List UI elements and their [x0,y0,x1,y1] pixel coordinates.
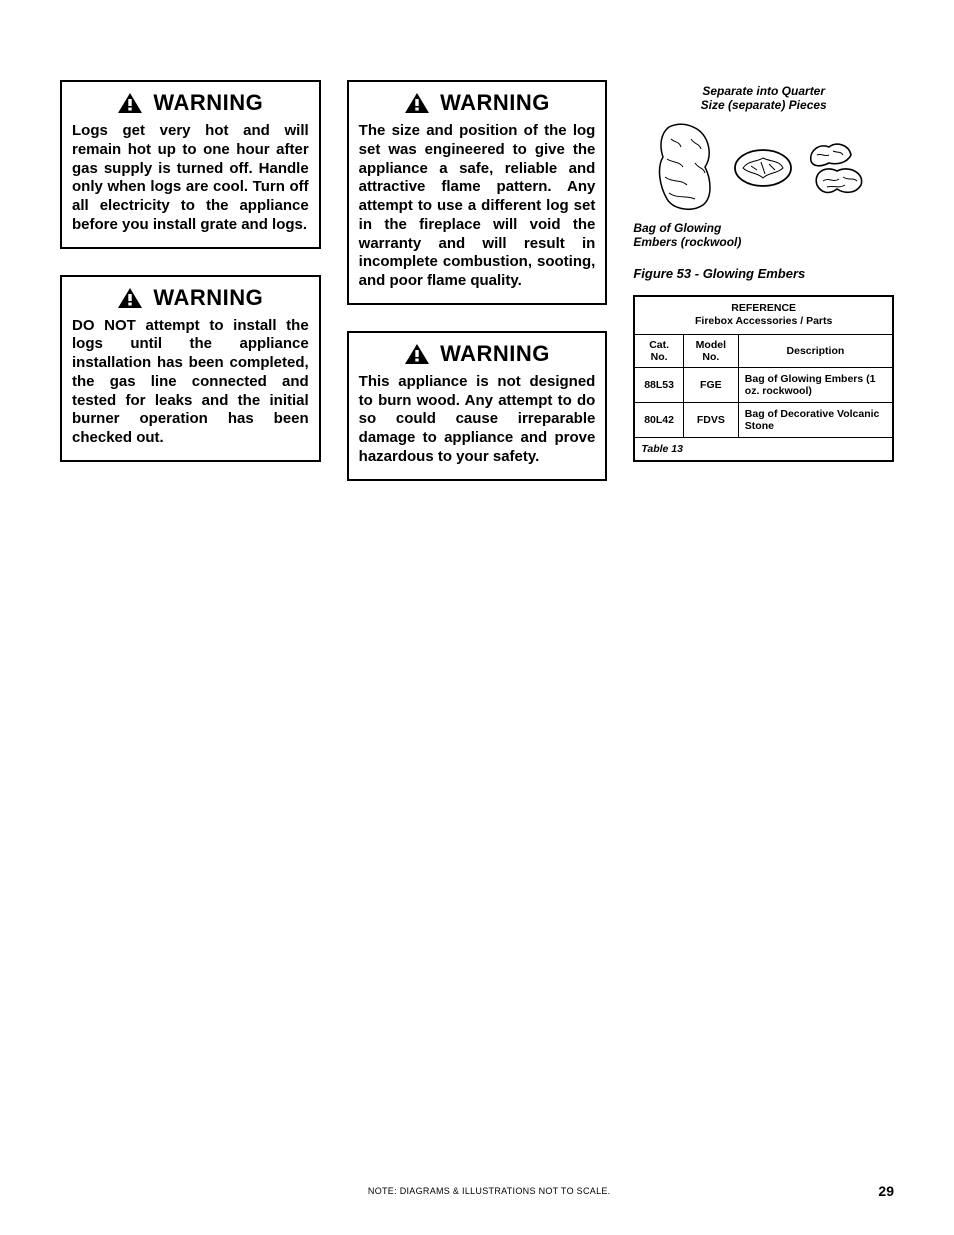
warning-header: WARNING [72,90,309,116]
reference-table: REFERENCE Firebox Accessories / Parts Ca… [633,295,894,462]
caption-line-2: Size (separate) Pieces [701,98,827,112]
figure-title: Figure 53 - Glowing Embers [633,266,894,281]
warning-header: WARNING [359,341,596,367]
column-3: Separate into Quarter Size (separate) Pi… [633,80,894,462]
figure-53: Separate into Quarter Size (separate) Pi… [633,80,894,295]
table-row: 88L53 FGE Bag of Glowing Embers (1 oz. r… [634,367,893,402]
table-header-row: Cat. No. Model No. Description [634,334,893,367]
cell-cat: 80L42 [634,402,683,437]
figure-top-caption: Separate into Quarter Size (separate) Pi… [633,84,894,113]
cell-model: FDVS [683,402,738,437]
col-description: Description [738,334,893,367]
sub-line-1: Bag of Glowing [633,221,721,235]
table-row: 80L42 FDVS Bag of Decorative Volcanic St… [634,402,893,437]
warning-box-4: WARNING This appliance is not designed t… [347,331,608,481]
warning-title: WARNING [153,285,263,311]
content-columns: WARNING Logs get very hot and will remai… [60,80,894,507]
warning-header: WARNING [359,90,596,116]
cell-model: FGE [683,367,738,402]
warning-triangle-icon [404,92,430,114]
figure-illustration [633,119,894,215]
column-1: WARNING Logs get very hot and will remai… [60,80,321,488]
page-number: 29 [878,1183,894,1199]
sub-line-2: Embers (rockwool) [633,235,741,249]
warning-text: Logs get very hot and will remain hot up… [72,122,309,235]
warning-title: WARNING [440,341,550,367]
warning-triangle-icon [117,92,143,114]
ember-piece-icon [731,140,795,194]
warning-text: The size and position of the log set was… [359,122,596,291]
col-model-no: Model No. [683,334,738,367]
footer-note: NOTE: DIAGRAMS & ILLUSTRATIONS NOT TO SC… [100,1186,878,1196]
ember-rocks-icon [803,133,877,201]
caption-line-1: Separate into Quarter [702,84,825,98]
warning-text: This appliance is not designed to burn w… [359,373,596,467]
page-footer: NOTE: DIAGRAMS & ILLUSTRATIONS NOT TO SC… [60,1183,894,1199]
warning-text: DO NOT attempt to install the logs until… [72,317,309,448]
warning-title: WARNING [153,90,263,116]
warning-triangle-icon [404,343,430,365]
col-cat-no: Cat. No. [634,334,683,367]
ref-header-1: REFERENCE [731,302,796,314]
cell-desc: Bag of Decorative Volcanic Stone [738,402,893,437]
table-title: REFERENCE Firebox Accessories / Parts [634,296,893,335]
table-caption: Table 13 [634,437,893,461]
cell-desc: Bag of Glowing Embers (1 oz. rockwool) [738,367,893,402]
column-2: WARNING The size and position of the log… [347,80,608,507]
warning-box-2: WARNING DO NOT attempt to install the lo… [60,275,321,462]
warning-box-1: WARNING Logs get very hot and will remai… [60,80,321,249]
figure-sub-caption: Bag of Glowing Embers (rockwool) [633,221,894,250]
cell-cat: 88L53 [634,367,683,402]
warning-header: WARNING [72,285,309,311]
warning-title: WARNING [440,90,550,116]
ref-header-2: Firebox Accessories / Parts [695,315,832,327]
warning-triangle-icon [117,287,143,309]
bag-embers-icon [651,119,723,215]
warning-box-3: WARNING The size and position of the log… [347,80,608,305]
